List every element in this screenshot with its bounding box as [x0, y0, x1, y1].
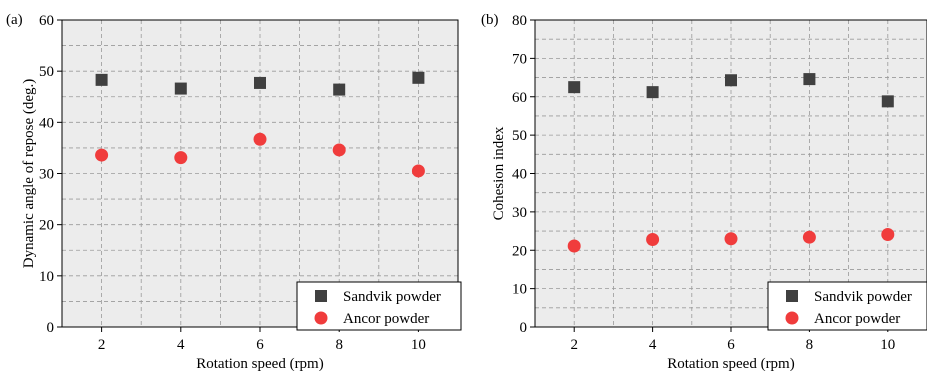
data-point-circle: [724, 232, 738, 246]
panel-label: (b): [481, 12, 499, 28]
data-point-square: [333, 83, 346, 96]
y-tick-label: 70: [512, 51, 527, 67]
data-point-square: [646, 86, 659, 99]
data-point-circle: [802, 230, 816, 244]
y-axis-label: Dynamic angle of repose (deg.): [21, 79, 37, 269]
x-tick-label: 4: [177, 337, 185, 353]
data-point-circle: [253, 132, 267, 146]
legend-marker-circle: [314, 311, 328, 325]
x-tick-label: 6: [727, 337, 735, 353]
y-tick-label: 0: [520, 320, 528, 336]
data-point-circle: [174, 151, 188, 165]
x-tick-label: 4: [649, 337, 657, 353]
data-point-square: [725, 74, 737, 87]
y-tick-label: 40: [39, 115, 54, 131]
x-tick-label: 2: [98, 337, 106, 353]
y-tick-label: 60: [39, 13, 54, 29]
data-point-square: [174, 82, 187, 95]
data-point-circle: [646, 233, 660, 247]
y-tick-label: 0: [47, 320, 55, 336]
x-tick-label: 8: [335, 337, 343, 353]
x-tick-label: 10: [411, 337, 426, 353]
data-point-square: [803, 73, 816, 86]
legend-entry-label: Sandvik powder: [814, 289, 912, 305]
data-point-square: [881, 95, 894, 108]
legend-entry-label: Sandvik powder: [343, 289, 441, 305]
data-point-circle: [95, 148, 109, 162]
data-point-square: [412, 71, 425, 84]
x-axis-label: Rotation speed (rpm): [667, 356, 794, 371]
y-tick-label: 60: [512, 90, 527, 106]
y-tick-label: 30: [39, 167, 54, 183]
x-tick-label: 6: [256, 337, 264, 353]
legend-marker-square: [786, 290, 798, 302]
data-point-square: [254, 76, 266, 89]
chart-panel-a: 2 4 6 8 10 0 10 20 30 40 50 60 Rotation speed (rpm) D…: [6, 12, 462, 371]
data-point-circle: [332, 143, 346, 157]
y-tick-label: 30: [512, 205, 527, 221]
y-tick-label: 20: [39, 218, 54, 234]
y-tick-label: 50: [512, 128, 527, 144]
y-tick-label: 40: [512, 167, 527, 183]
data-point-circle: [881, 228, 895, 242]
y-axis-label: Cohesion index: [491, 126, 507, 220]
legend: Sandvik powder Ancor powder: [767, 281, 927, 331]
legend-entry-label: Ancor powder: [814, 311, 900, 327]
y-tick-label: 80: [512, 13, 527, 29]
legend-marker-square: [315, 290, 327, 302]
y-tick-label: 20: [512, 243, 527, 259]
data-point-square: [95, 73, 108, 86]
x-tick-label: 8: [806, 337, 814, 353]
y-tick-label: 50: [39, 64, 54, 80]
x-tick-label: 10: [880, 337, 895, 353]
legend: Sandvik powder Ancor powder: [296, 281, 462, 331]
panel-label: (a): [6, 12, 23, 28]
x-axis-label: Rotation speed (rpm): [196, 356, 323, 371]
data-point-circle: [411, 164, 425, 178]
y-tick-label: 10: [512, 282, 527, 298]
x-tick-label: 2: [570, 337, 578, 353]
legend-marker-circle: [785, 311, 799, 325]
chart-panel-b: 2 4 6 8 10 0 10 20 30 40 50 60 70 80 Rotation speed (r…: [481, 12, 927, 371]
y-tick-label: 10: [39, 269, 54, 285]
legend-entry-label: Ancor powder: [343, 311, 429, 327]
data-point-square: [568, 81, 581, 94]
data-point-circle: [567, 239, 581, 253]
